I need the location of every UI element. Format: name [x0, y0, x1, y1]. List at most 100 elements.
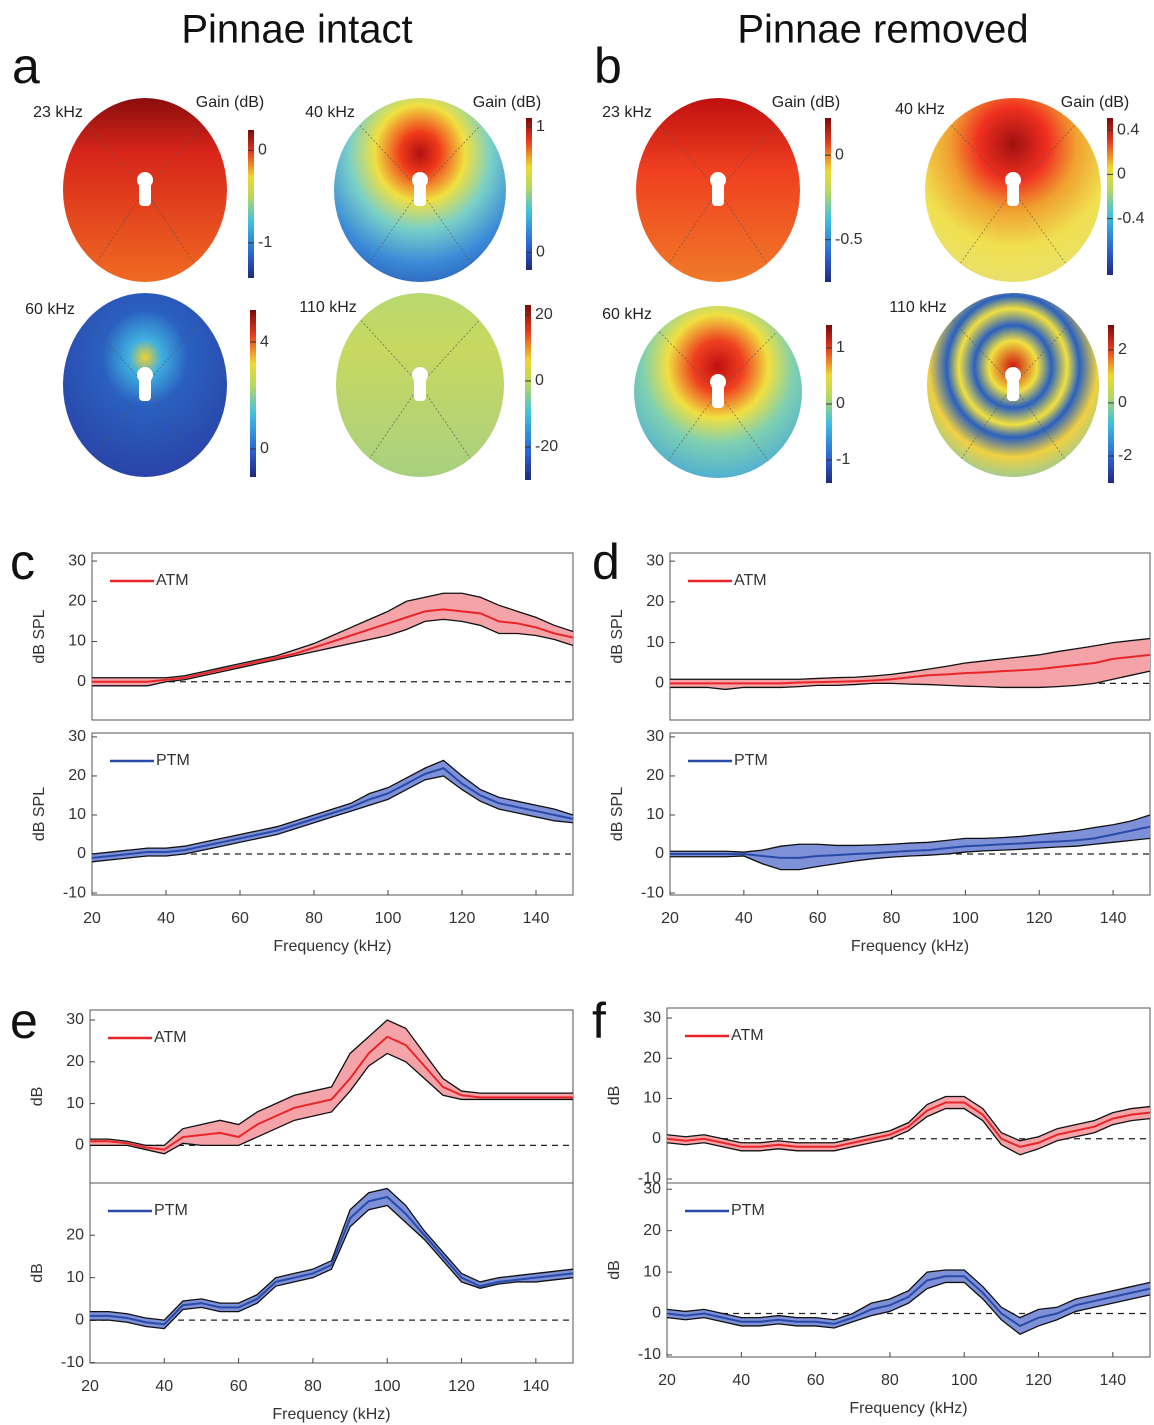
head: [414, 377, 426, 401]
x-tick-label: 20: [83, 910, 101, 927]
colorbar-tick-label: -0.4: [1117, 210, 1145, 227]
colorbar: [525, 305, 531, 480]
band-edge: [92, 592, 574, 679]
map-title: 40 kHz: [895, 101, 945, 118]
y-tick-label: 0: [652, 1130, 661, 1147]
map-title: 110 kHz: [889, 299, 947, 316]
band-edge: [90, 1052, 573, 1155]
band-edge: [91, 775, 574, 863]
band-edge: [670, 837, 1151, 871]
map-title: 23 kHz: [33, 104, 83, 121]
panel-label: c: [10, 534, 35, 590]
y-tick-label: -10: [638, 1346, 661, 1363]
plot-area: [666, 1007, 1151, 1184]
band-edge: [90, 1019, 573, 1147]
band-edge: [670, 670, 1151, 691]
x-tick-label: 80: [881, 1372, 899, 1389]
confidence-band: [667, 1270, 1150, 1335]
head: [139, 182, 151, 206]
x-tick-label: 140: [1099, 1372, 1126, 1389]
y-tick-label: 10: [646, 806, 664, 823]
y-tick-label: -10: [61, 1354, 84, 1371]
confidence-band: [92, 760, 573, 862]
y-tick-label: 30: [646, 552, 664, 569]
y-tick-label: 20: [646, 593, 664, 610]
colorbar-tick-label: 0: [260, 440, 269, 457]
colorbar-tick-label: 0: [836, 395, 845, 412]
plot-area: [669, 732, 1151, 896]
y-tick-label: 20: [643, 1050, 661, 1067]
y-tick-label: 30: [646, 728, 664, 745]
mean-line: [666, 1275, 1151, 1328]
colorbar-tick-label: 1: [536, 118, 545, 135]
y-tick-label: -10: [638, 1170, 661, 1187]
x-tick-label: 40: [735, 910, 753, 927]
y-tick-label: 0: [652, 1305, 661, 1322]
x-tick-label: 100: [374, 1378, 401, 1395]
colorbar-tick-label: 0: [835, 146, 844, 163]
y-tick-label: 0: [77, 845, 86, 862]
y-tick-label: 30: [68, 728, 86, 745]
y-tick-label: 10: [643, 1090, 661, 1107]
y-tick-label: 30: [66, 1011, 84, 1028]
head: [414, 182, 426, 206]
colorbar-tick-label: 1: [836, 339, 845, 356]
band-edge: [666, 1107, 1151, 1156]
colorbar-tick-label: 0: [258, 142, 267, 159]
y-tick-label: -10: [641, 884, 664, 901]
map-title: 60 kHz: [25, 301, 75, 318]
confidence-band: [92, 593, 573, 686]
y-tick-label: 20: [643, 1222, 661, 1239]
head: [712, 384, 724, 408]
y-tick-label: 0: [655, 845, 664, 862]
panel-label: d: [592, 534, 620, 590]
colorbar-tick-label: -1: [258, 234, 272, 251]
band-edge: [92, 618, 574, 687]
y-tick-label: 10: [646, 634, 664, 651]
y-axis-label: dB: [606, 1086, 623, 1106]
x-tick-label: 80: [883, 910, 901, 927]
y-tick-label: -10: [63, 884, 86, 901]
legend-label: PTM: [734, 752, 768, 769]
legend-label: PTM: [156, 752, 190, 769]
mean-line: [670, 825, 1151, 859]
head: [1007, 377, 1019, 401]
mean-line: [670, 653, 1151, 685]
y-tick-label: 0: [655, 675, 664, 692]
x-tick-label: 40: [155, 1378, 173, 1395]
legend-label: ATM: [154, 1029, 187, 1046]
y-tick-label: 20: [646, 767, 664, 784]
x-tick-label: 60: [230, 1378, 248, 1395]
y-axis-label: dB: [606, 1260, 623, 1280]
plot-area: [89, 1182, 574, 1364]
y-tick-label: 0: [75, 1311, 84, 1328]
column-title: Pinnae intact: [181, 8, 412, 52]
colorbar-tick-label: 0: [1117, 166, 1126, 183]
y-tick-label: 0: [75, 1137, 84, 1154]
band-edge: [670, 637, 1151, 680]
y-tick-label: 20: [68, 767, 86, 784]
mean-line: [92, 608, 574, 683]
colorbar-label: Gain (dB): [473, 94, 541, 111]
x-tick-label: 20: [81, 1378, 99, 1395]
x-tick-label: 40: [732, 1372, 750, 1389]
x-axis-label: Frequency (kHz): [273, 938, 391, 955]
colorbar: [248, 130, 254, 278]
band-edge: [666, 1095, 1151, 1144]
band-edge: [670, 814, 1151, 853]
x-tick-label: 120: [449, 910, 476, 927]
panel-label: f: [592, 993, 606, 1049]
y-tick-label: 0: [77, 673, 86, 690]
y-axis-label: dB SPL: [31, 787, 48, 841]
y-tick-label: 20: [68, 593, 86, 610]
legend-label: ATM: [156, 572, 189, 589]
colorbar-label: Gain (dB): [772, 94, 840, 111]
y-tick-label: 10: [68, 633, 86, 650]
colorbar-tick-label: -20: [535, 438, 558, 455]
x-tick-label: 40: [157, 910, 175, 927]
x-tick-label: 60: [807, 1372, 825, 1389]
colorbar-tick-label: -2: [1118, 447, 1132, 464]
colorbar-tick-label: 20: [535, 306, 553, 323]
confidence-band: [670, 814, 1150, 870]
colorbar-tick-label: -1: [836, 451, 850, 468]
